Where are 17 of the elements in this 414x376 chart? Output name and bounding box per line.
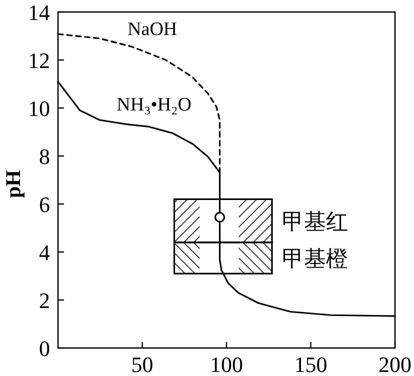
x-tick-label: 100 [210,352,243,376]
x-tick-label: 150 [294,352,328,376]
series-label: NaOH [128,18,178,40]
y-axis-title: pH [1,170,25,198]
y-tick-label: 4 [39,240,50,265]
x-tick-label: 200 [378,352,412,376]
y-tick-label: 8 [39,144,50,169]
y-tick-label: 14 [28,0,50,25]
x-tick-label: 50 [131,352,154,376]
y-tick-label: 12 [28,48,50,73]
y-tick-label: 2 [39,288,50,313]
band-label: 甲基橙 [282,246,348,271]
y-tick-label: 6 [39,192,50,217]
band-label: 甲基红 [282,208,348,234]
y-tick-label: 0 [39,336,50,361]
y-tick-label: 10 [28,96,50,121]
series-label: NH₃•H₂O [116,94,192,116]
